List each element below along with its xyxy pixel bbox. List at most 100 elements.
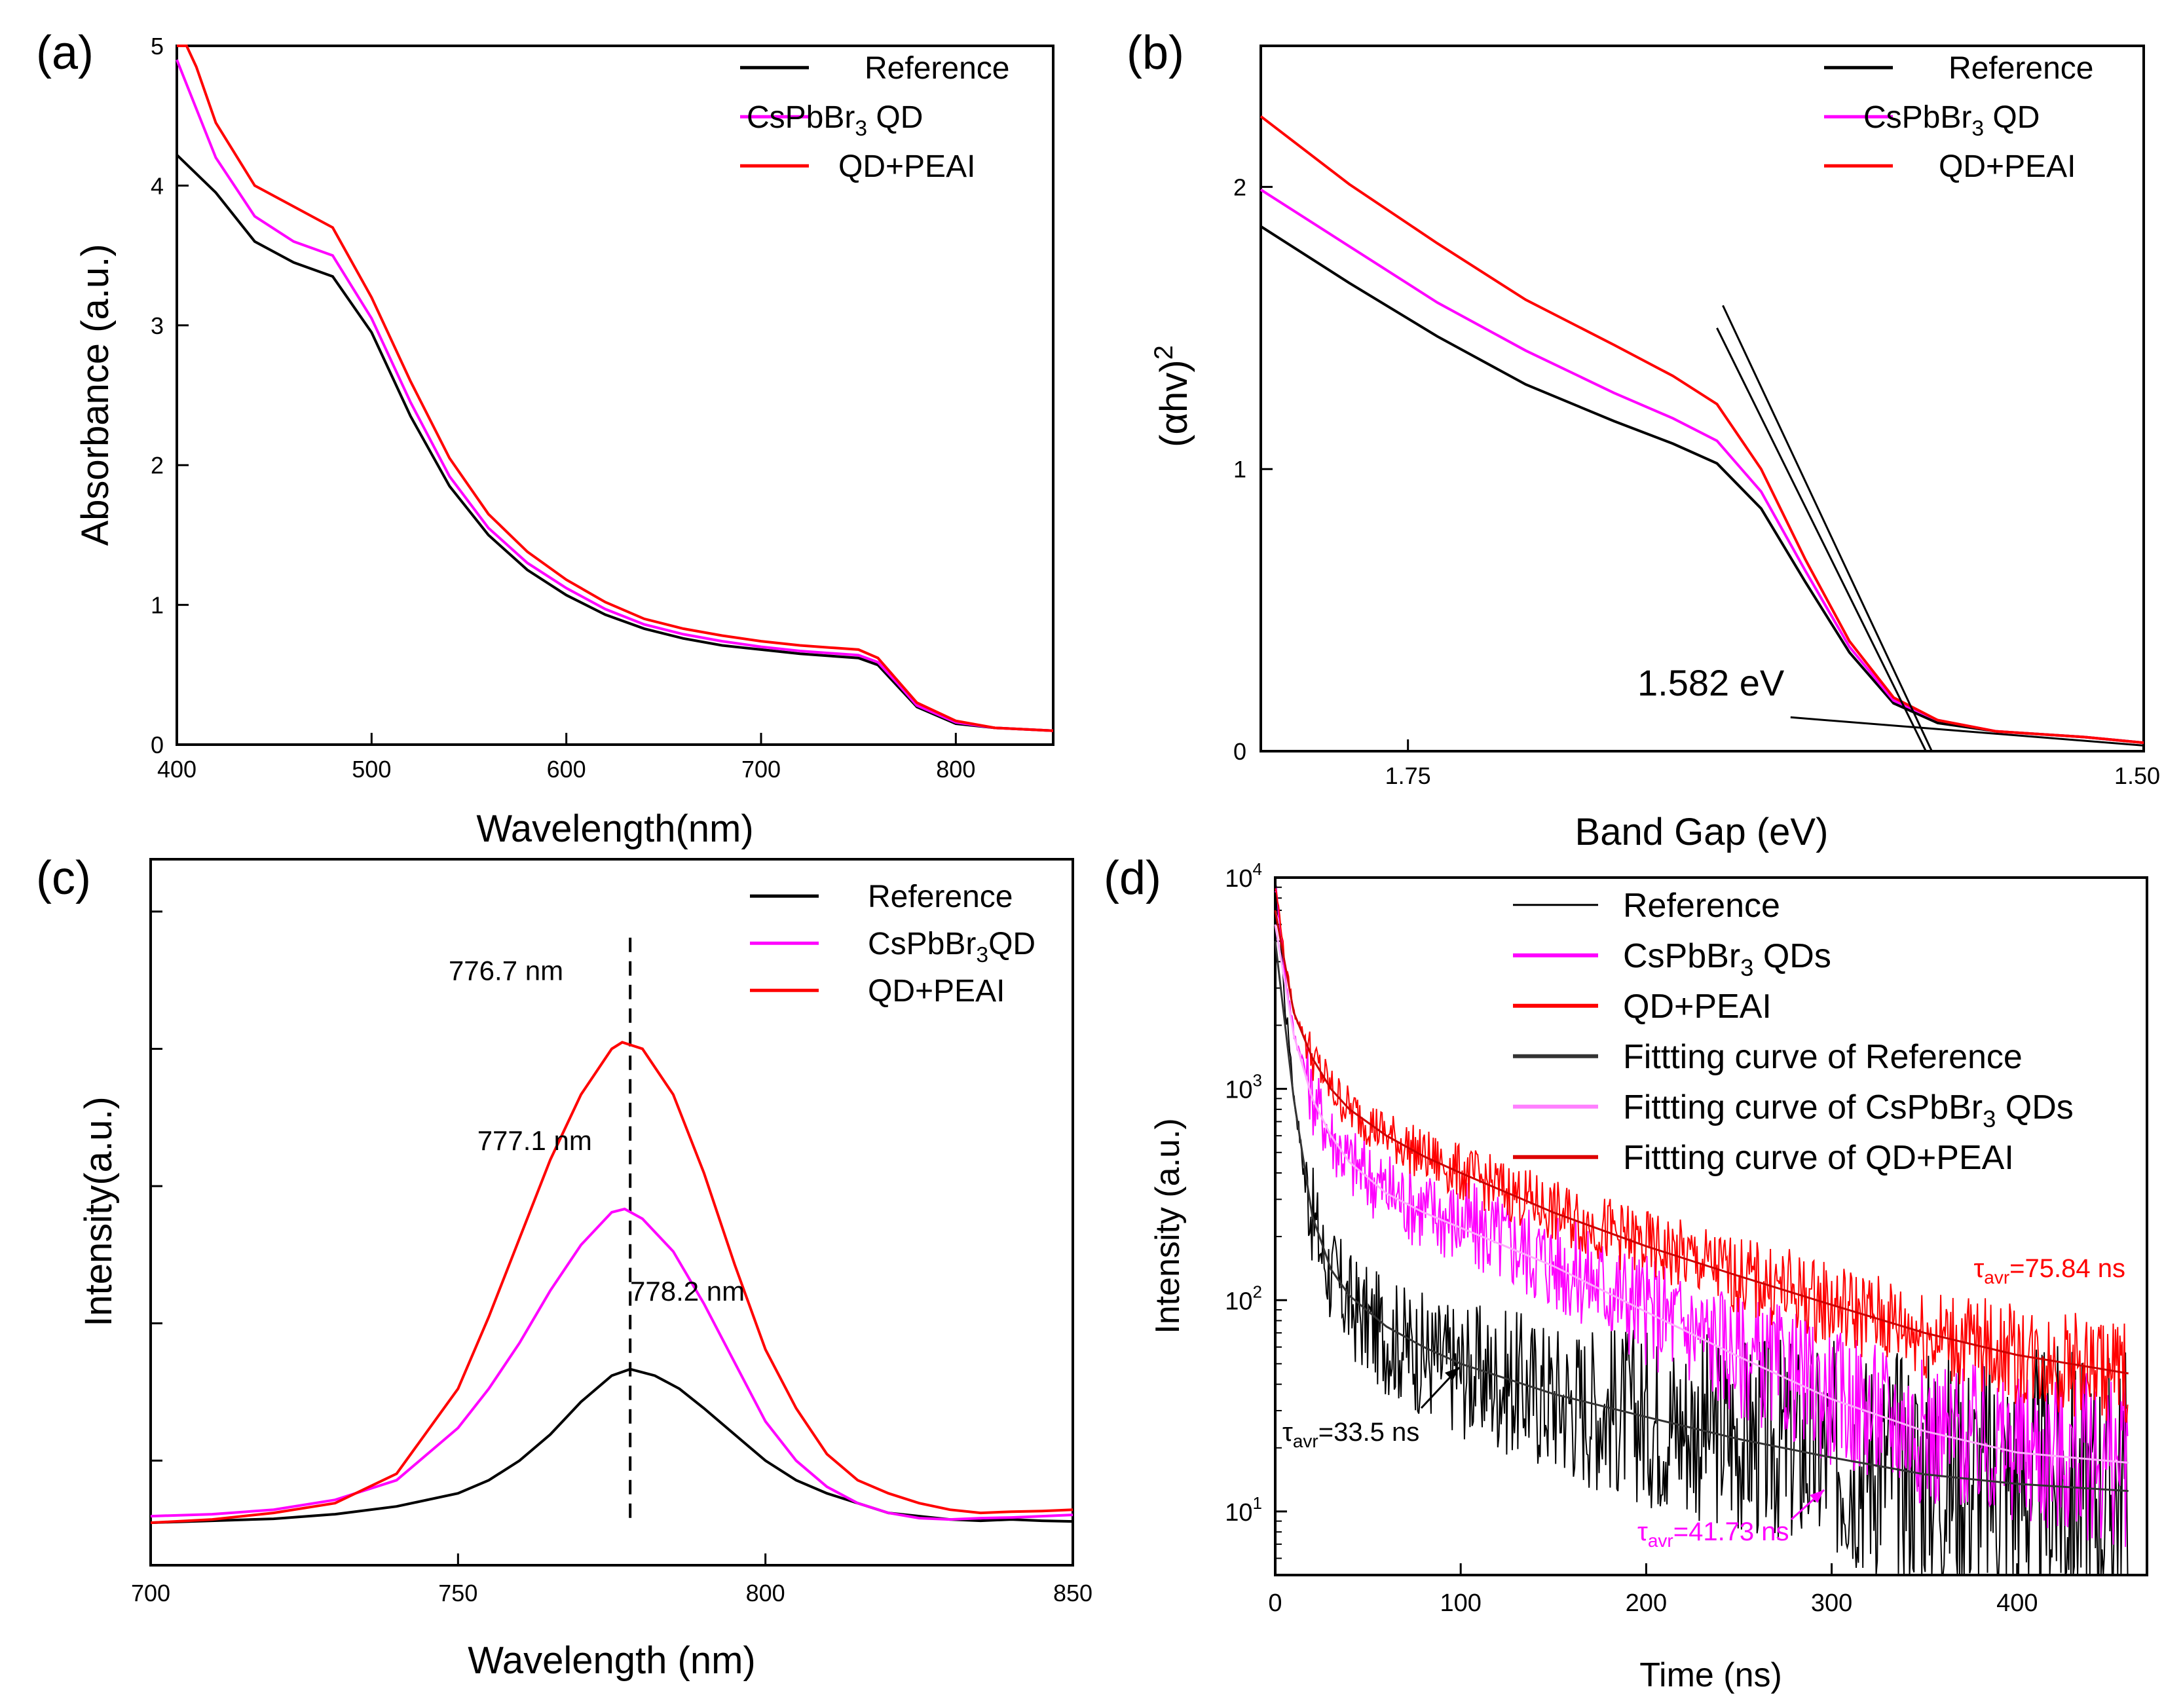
panel-a-legend-entry-2-label-text: QD+PEAI xyxy=(838,149,975,184)
panel-b-legend-entry-1-label-rest: QD xyxy=(1984,100,2040,135)
panel-d-legend-entry-3-label: Fittting curve of Reference xyxy=(1623,1038,2023,1076)
panel-c-legend-entry-0-label-text: Reference xyxy=(868,880,1013,914)
panel-d-y-tick-label: 104 xyxy=(1225,859,1262,893)
panel-d-legend-entry-0-label-text: Reference xyxy=(1623,887,1780,925)
panel-d-y-tick-label-exp: 4 xyxy=(1253,859,1262,879)
panel-b-y-axis-label-sup: 2 xyxy=(1149,345,1178,360)
panel-d-x-tick-label: 300 xyxy=(1811,1589,1852,1617)
panel-d-tau-sub: avr xyxy=(1648,1531,1673,1551)
panel-c-legend-entry-1-label-text: CsPbBr xyxy=(868,927,976,961)
panel-d-plot-frame xyxy=(1274,876,2148,1576)
panel-b-tangent-line-1 xyxy=(1716,327,1927,752)
panel-d-tau-annotation-2: τavr=41.73 ns xyxy=(1637,1517,1789,1551)
panel-d-fit-curve-1 xyxy=(1274,924,2129,1464)
panel-d-legend-entry-3-label-text: Fittting curve of Reference xyxy=(1623,1038,2023,1076)
panel-c-x-tick-label: 700 xyxy=(131,1580,170,1606)
panel-c-pl-chart: (c) 700 750 800 850 776.7 nm 777.1 nm 778.2 nm… xyxy=(36,852,1092,1682)
panel-b-tangent-line-2 xyxy=(1790,716,2144,747)
panel-d-legend-entry-1-label-rest: QDs xyxy=(1753,937,1831,975)
panel-d-tau-value: =75.84 ns xyxy=(2009,1254,2125,1283)
panel-d-series-trace-0 xyxy=(1275,880,2129,1576)
panel-c-legend-entry-1-label-rest: QD xyxy=(988,927,1036,961)
panel-c-legend-entry-2-label: QD+PEAI xyxy=(868,974,1005,1009)
panel-c-series-line-2 xyxy=(150,1041,1073,1525)
panel-d-legend-entry-2-label: QD+PEAI xyxy=(1623,988,1772,1026)
panel-d-series-trace-2 xyxy=(1275,888,2129,1423)
panel-b-x-tick-label: 1.50 xyxy=(2114,762,2160,789)
panel-a-legend-entry-1-label-sub: 3 xyxy=(855,117,867,141)
panel-c-series-line-0 xyxy=(150,1367,1073,1525)
panel-b-label: (b) xyxy=(1127,27,1184,79)
panel-d-legend-entry-4-label: Fittting curve of CsPbBr3 QDs xyxy=(1623,1088,2074,1132)
panel-c-x-tick-label: 800 xyxy=(746,1580,785,1606)
panel-b-legend-entry-0-label-text: Reference xyxy=(1949,51,2093,86)
panel-a-legend: Reference CsPbBr3 QD QD+PEAI xyxy=(740,51,1009,184)
panel-d-x-tick-label: 400 xyxy=(1996,1589,2038,1617)
panel-b-y-tick-label: 0 xyxy=(1233,738,1246,765)
panel-d-x-tick-label: 100 xyxy=(1440,1589,1481,1617)
panel-d-legend-entry-1-label: CsPbBr3 QDs xyxy=(1623,937,1831,981)
panel-a-absorbance-chart: (a) 400 500 600 700 800 0 1 2 3 4 5 Reference CsPbB… xyxy=(36,27,1054,850)
panel-d-fit-curve-2 xyxy=(1274,910,2129,1375)
panel-b-series-line-2 xyxy=(1259,115,2144,745)
panel-b-legend-entry-1-label: CsPbBr3 QD xyxy=(1863,100,2040,141)
panel-c-marks: 700 750 800 850 776.7 nm 777.1 nm 778.2 nm xyxy=(131,910,1092,1606)
panel-d-legend-entry-4-label-text: Fittting curve of CsPbBr xyxy=(1623,1088,1983,1126)
panel-a-y-tick-label: 1 xyxy=(151,592,164,619)
panel-b-y-axis-label: (αhv)2 xyxy=(1149,345,1195,447)
panel-a-y-tick-label: 4 xyxy=(151,172,164,199)
panel-d-series-trace-1 xyxy=(1275,887,2129,1548)
panel-a-y-tick-label: 2 xyxy=(151,452,164,479)
panel-d-trpl-chart: (d) 0 100 200 300 400101102103104τavr=75.84 … xyxy=(1104,852,2148,1694)
panel-c-series-line-1 xyxy=(150,1207,1073,1521)
panel-d-legend-entry-1-label-text: CsPbBr xyxy=(1623,937,1740,975)
panel-c-legend-entry-1-label: CsPbBr3QD xyxy=(868,927,1036,967)
panel-b-series-line-1 xyxy=(1259,189,2144,745)
panel-b-band-gap-annotation: 1.582 eV xyxy=(1637,662,1785,703)
panel-b-legend: Reference CsPbBr3 QD QD+PEAI xyxy=(1824,51,2093,184)
panel-d-legend-entry-5-label: Fittting curve of QD+PEAI xyxy=(1623,1139,2014,1177)
panel-b-legend-entry-2-label-text: QD+PEAI xyxy=(1939,149,2076,184)
panel-d-tau-symbol: τ xyxy=(1637,1517,1648,1546)
panel-c-peak-label-1: 777.1 nm xyxy=(477,1125,592,1156)
panel-d-y-tick-label-exp: 2 xyxy=(1253,1282,1262,1301)
panel-a-y-tick-label: 5 xyxy=(151,33,164,60)
panel-d-tau-annotation-0: τavr=75.84 ns xyxy=(1973,1254,2125,1288)
panel-d-legend: Reference CsPbBr3 QDs QD+PEAI Fittting curv… xyxy=(1513,887,2074,1177)
panel-d-legend-entry-0-label: Reference xyxy=(1623,887,1780,925)
panel-c-x-tick-label: 750 xyxy=(438,1580,477,1606)
panel-d-arrowhead-cspbbr3 xyxy=(1810,1490,1824,1503)
panel-d-y-tick-label-exp: 1 xyxy=(1253,1493,1262,1513)
panel-d-y-tick-label-exp: 3 xyxy=(1253,1071,1262,1090)
panel-d-legend-entry-2-label-text: QD+PEAI xyxy=(1623,988,1772,1026)
panel-a-y-tick-label: 0 xyxy=(151,732,164,758)
panel-a-legend-entry-1-label: CsPbBr3 QD xyxy=(747,100,923,141)
panel-b-marks: 1.75 1.50 0 1 2 xyxy=(1233,115,2160,789)
panel-d-y-tick-label-base: 10 xyxy=(1225,865,1252,893)
panel-c-x-tick-label: 850 xyxy=(1053,1580,1092,1606)
panel-a-legend-entry-1-label-text: CsPbBr xyxy=(747,100,855,135)
panel-d-y-tick-label: 103 xyxy=(1225,1071,1262,1104)
panel-a-series-line-0 xyxy=(176,154,1054,732)
panel-c-legend-entry-1-label-sub: 3 xyxy=(976,943,988,967)
panel-a-legend-entry-1-label-rest: QD xyxy=(867,100,923,135)
panel-d-y-tick-label: 102 xyxy=(1225,1282,1262,1315)
panel-c-legend-entry-0-label: Reference xyxy=(868,880,1013,914)
panel-a-legend-entry-0-label-text: Reference xyxy=(865,51,1009,86)
panel-a-x-tick-label: 800 xyxy=(936,756,975,783)
panel-c-label: (c) xyxy=(36,852,91,904)
panel-d-y-tick-label-base: 10 xyxy=(1225,1288,1252,1315)
panel-a-x-tick-label: 400 xyxy=(157,756,196,783)
panel-c-x-axis-label: Wavelength (nm) xyxy=(468,1639,755,1682)
panel-c-legend: Reference CsPbBr3QD QD+PEAI xyxy=(750,880,1036,1009)
panel-d-tau-sub: avr xyxy=(1293,1431,1318,1451)
panel-b-y-tick-label: 1 xyxy=(1233,456,1246,483)
panel-d-legend-entry-4-label-rest: QDs xyxy=(1996,1088,2073,1126)
panel-d-tau-value: =41.73 ns xyxy=(1673,1517,1789,1546)
panel-a-x-tick-label: 600 xyxy=(547,756,586,783)
panel-b-legend-entry-0-label: Reference xyxy=(1949,51,2093,86)
panel-b-legend-entry-2-label: QD+PEAI xyxy=(1939,149,2076,184)
panel-b-y-axis-label-base: (αhv) xyxy=(1153,360,1195,447)
panel-a-x-tick-label: 700 xyxy=(741,756,781,783)
